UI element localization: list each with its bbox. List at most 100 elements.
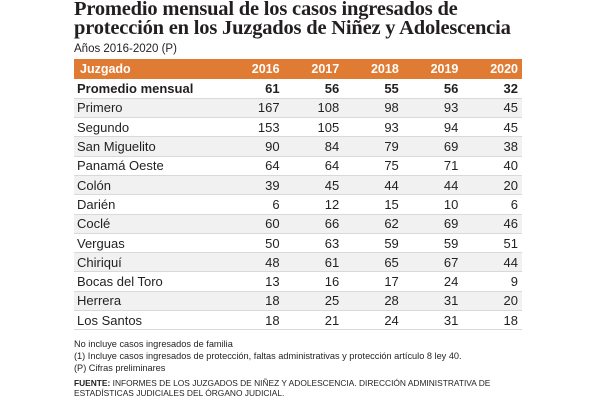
table-cell: 6 [224,194,284,215]
page-title: Promedio mensual de los casos ingresados… [74,0,522,38]
title-line-1: Promedio mensual de los casos ingresados… [74,0,458,20]
table-cell: 60 [224,214,284,234]
table-row: Darién 6 12 15 10 6 [74,194,522,215]
row-label: Chiriquí [74,252,224,273]
footnotes: No incluye casos ingresados de familia (… [74,338,522,374]
table-cell: 71 [402,156,463,176]
infographic: Promedio mensual de los casos ingresados… [74,0,522,398]
row-label: Segundo [74,117,224,138]
row-label: Herrera [74,291,224,312]
row-label: Darién [74,194,224,215]
table-row: Coclé 60 66 62 69 46 [74,214,522,234]
table-cell: 18 [224,291,284,312]
table-cell: 98 [343,98,403,119]
table-cell: 94 [402,117,463,138]
table-row: San Miguelito 90 84 79 69 38 [74,136,522,157]
table-row: Verguas 50 63 59 59 51 [74,233,522,254]
header-2017: 2017 [311,62,340,76]
table-cell: 108 [283,98,344,119]
table-cell: 20 [462,175,522,196]
source-label: FUENTE: [74,378,111,389]
title-line-2: protección en los Juzgados de Niñez y Ad… [74,17,511,39]
table-row: Herrera 18 25 28 31 20 [74,291,522,312]
table-cell: 12 [283,194,344,215]
table-row: Chiriquí 48 61 65 67 44 [74,252,522,273]
table-cell: 67 [402,252,463,273]
row-label: Promedio mensual [74,79,224,99]
table-cell: 64 [283,156,344,176]
table-cell: 56 [283,79,344,99]
header-2019: 2019 [430,62,459,76]
table-cell: 93 [343,117,403,138]
table-cell: 31 [402,310,463,331]
table-cell: 61 [224,79,284,99]
table-row: Primero 167 108 98 93 45 [74,98,522,119]
table-cell: 153 [224,117,284,138]
table-cell: 18 [462,310,522,331]
header-2020: 2020 [490,62,518,76]
table-cell: 9 [462,271,522,292]
table-row: Panamá Oeste 64 64 75 71 40 [74,156,522,176]
note-preliminar: (P) Cifras preliminares [74,363,166,374]
table-cell: 17 [343,271,403,292]
table-cell: 59 [343,233,403,254]
table-cell: 10 [402,194,463,215]
note-1: (1) Incluye casos ingresados de protecci… [74,351,462,362]
table-cell: 64 [224,156,284,176]
table-cell: 55 [343,79,403,99]
table-cell: 20 [462,291,522,312]
table-cell: 84 [283,136,344,157]
header-juzgado: Juzgado [80,62,131,76]
row-label: Bocas del Toro [74,271,224,292]
table-cell: 59 [402,233,463,254]
row-label: Coclé [74,214,224,234]
header-2016: 2016 [251,62,280,76]
table-cell: 62 [343,214,403,234]
row-label: Colón [74,175,224,196]
table-cell: 51 [462,233,522,254]
source-text: INFORMES DE LOS JUZGADOS DE NIÑEZ Y ADOL… [74,378,491,399]
table-cell: 38 [462,136,522,157]
table-cell: 21 [283,310,344,331]
table-body: Promedio mensual 61 56 55 56 32 Primero 167 108 9… [74,79,522,331]
table-cell: 44 [462,252,522,273]
table-cell: 90 [224,136,284,157]
table-cell: 25 [283,291,344,312]
table-row: Segundo 153 105 93 94 45 [74,117,522,138]
table-cell: 39 [224,175,284,196]
table-cell: 66 [283,214,344,234]
table-cell: 79 [343,136,403,157]
table-cell: 16 [283,271,344,292]
table-cell: 93 [402,98,463,119]
table-header-row: Juzgado 2016 2017 2018 2019 2020 [74,59,522,79]
table-cell: 45 [462,98,522,119]
row-label: Verguas [74,233,224,254]
table-cell: 6 [462,194,522,215]
table-cell: 63 [283,233,344,254]
table-cell: 31 [402,291,463,312]
table-row: Bocas del Toro 13 16 17 24 9 [74,271,522,292]
table-cell: 24 [402,271,463,292]
table-cell: 44 [402,175,463,196]
row-label: Panamá Oeste [74,156,224,176]
table-cell: 32 [462,79,522,99]
table-cell: 75 [343,156,403,176]
table-cell: 105 [283,117,344,138]
table-cell: 13 [224,271,284,292]
table-cell: 65 [343,252,403,273]
note-familia: No incluye casos ingresados de familia [74,339,233,350]
table-cell: 167 [224,98,284,119]
table-cell: 24 [343,310,403,331]
table-row: Promedio mensual 61 56 55 56 32 [74,79,522,99]
table-cell: 40 [462,156,522,176]
row-label: Primero [74,98,224,119]
table-row: Los Santos 18 21 24 31 18 [74,310,522,331]
table-cell: 28 [343,291,403,312]
table-cell: 69 [402,214,463,234]
table-cell: 46 [462,214,522,234]
subtitle: Años 2016-2020 (P) [74,43,177,55]
row-label: San Miguelito [74,136,224,157]
table-cell: 44 [343,175,403,196]
source-credit: FUENTE: INFORMES DE LOS JUZGADOS DE NIÑE… [74,378,522,398]
table-cell: 48 [224,252,284,273]
